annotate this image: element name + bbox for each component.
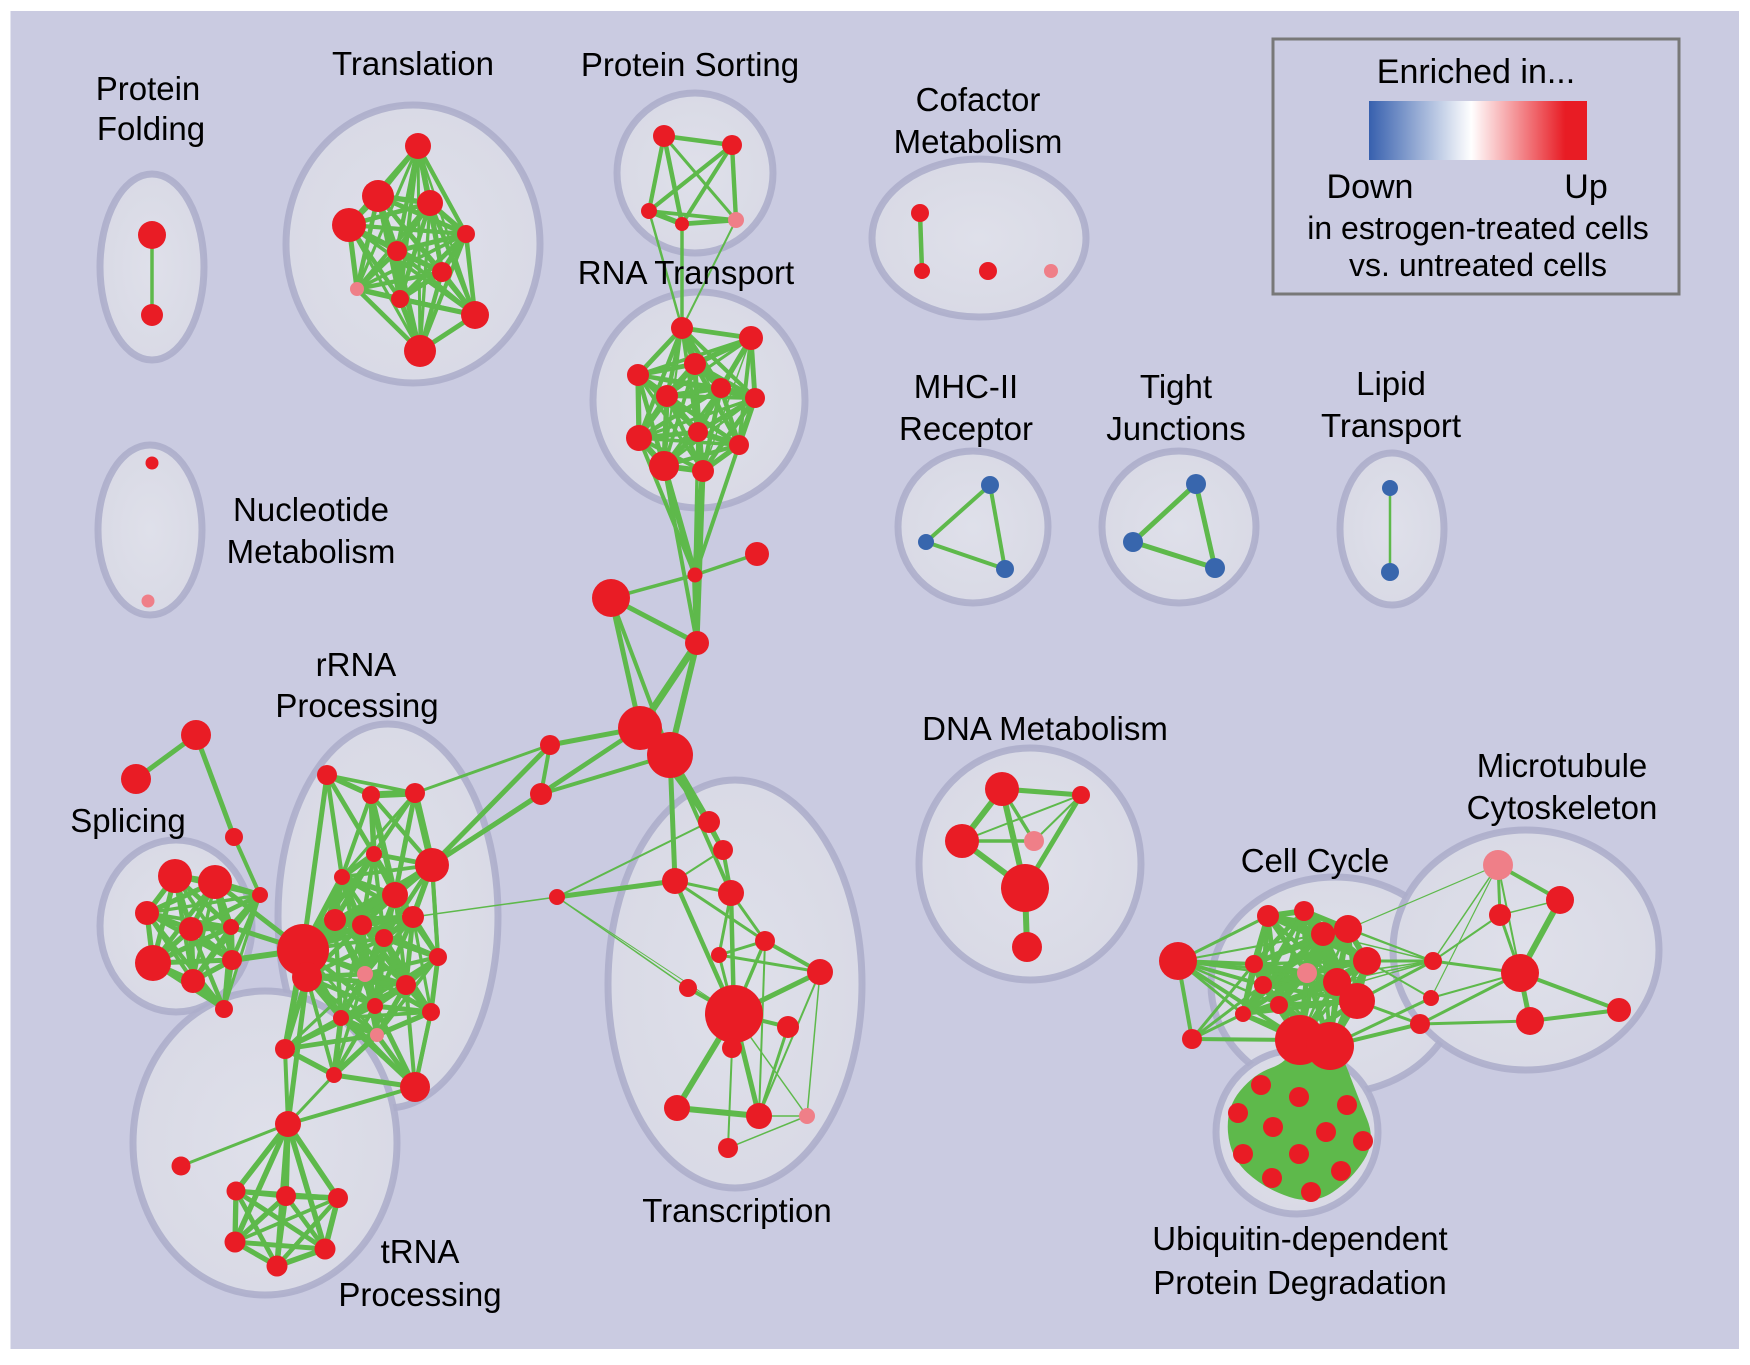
svg-text:Protein: Protein <box>96 70 201 107</box>
svg-text:Enriched in...: Enriched in... <box>1377 53 1575 91</box>
svg-text:Transport: Transport <box>1321 407 1461 444</box>
svg-text:Junctions: Junctions <box>1106 410 1245 447</box>
svg-text:Down: Down <box>1327 168 1414 206</box>
svg-text:Protein Degradation: Protein Degradation <box>1153 1264 1447 1301</box>
svg-text:Metabolism: Metabolism <box>227 533 396 570</box>
svg-text:tRNA: tRNA <box>381 1233 460 1270</box>
svg-text:Nucleotide: Nucleotide <box>233 491 389 528</box>
svg-text:in estrogen-treated cells: in estrogen-treated cells <box>1307 210 1649 246</box>
svg-text:vs. untreated cells: vs. untreated cells <box>1349 247 1607 283</box>
svg-text:Processing: Processing <box>338 1276 501 1313</box>
svg-text:Transcription: Transcription <box>642 1192 832 1229</box>
svg-text:Processing: Processing <box>275 687 438 724</box>
svg-text:Receptor: Receptor <box>899 410 1033 447</box>
svg-text:Microtubule: Microtubule <box>1477 747 1648 784</box>
svg-text:Translation: Translation <box>332 45 494 82</box>
svg-text:DNA Metabolism: DNA Metabolism <box>922 710 1168 747</box>
svg-text:RNA Transport: RNA Transport <box>578 254 794 291</box>
svg-text:Ubiquitin-dependent: Ubiquitin-dependent <box>1152 1220 1447 1257</box>
svg-text:Lipid: Lipid <box>1356 365 1426 402</box>
svg-text:Splicing: Splicing <box>70 802 186 839</box>
svg-text:Cell Cycle: Cell Cycle <box>1241 842 1390 879</box>
svg-text:Metabolism: Metabolism <box>894 123 1063 160</box>
svg-text:Cytoskeleton: Cytoskeleton <box>1467 789 1658 826</box>
svg-text:Folding: Folding <box>97 110 205 147</box>
svg-text:Up: Up <box>1564 168 1607 206</box>
svg-text:MHC-II: MHC-II <box>914 368 1018 405</box>
svg-text:Tight: Tight <box>1140 368 1212 405</box>
svg-text:Cofactor: Cofactor <box>916 81 1041 118</box>
svg-text:Protein Sorting: Protein Sorting <box>581 46 799 83</box>
svg-text:rRNA: rRNA <box>316 646 397 683</box>
